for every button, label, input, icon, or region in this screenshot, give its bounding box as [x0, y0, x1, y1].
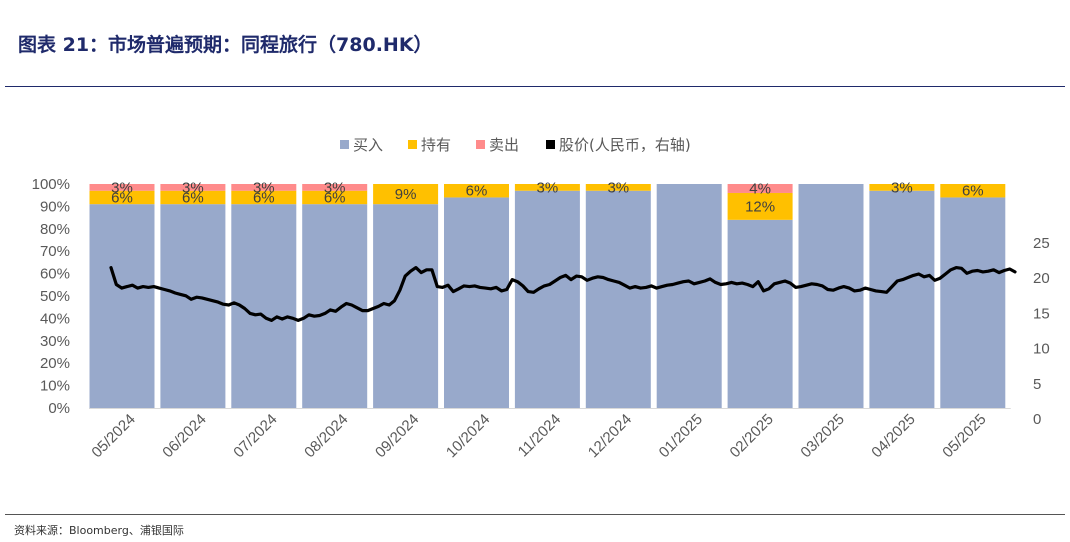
data-label: 6%	[962, 183, 984, 200]
bar-segment	[302, 190, 368, 205]
bar-segment	[656, 184, 722, 408]
legend-swatch	[476, 140, 485, 149]
data-label: 3%	[891, 179, 913, 196]
bar-segment	[798, 184, 864, 408]
x-tick-label: 03/2025	[797, 411, 847, 461]
bar-segment	[160, 190, 226, 205]
price-line-layer	[109, 266, 1017, 322]
x-tick-label: 06/2024	[159, 411, 209, 461]
data-label: 3%	[537, 179, 559, 196]
data-label: 3%	[253, 179, 275, 196]
chart-legend: 买入 持有 卖出 股价(人民币，右轴)	[340, 136, 691, 154]
x-tick-label: 05/2024	[88, 411, 138, 461]
y-left-tick-label: 0%	[48, 400, 70, 417]
bar-segment	[727, 192, 793, 220]
bar-segment	[302, 204, 368, 408]
bar-segment	[89, 190, 155, 205]
y-right-tick-label: 15	[1033, 305, 1050, 322]
x-tick-label: 12/2024	[585, 411, 635, 461]
data-label: 6%	[324, 189, 346, 206]
y-left-tick-label: 60%	[40, 266, 70, 283]
bar-segment	[444, 197, 509, 408]
data-label: 6%	[466, 183, 488, 200]
bar-segment	[585, 184, 651, 191]
y-left-tick-label: 100%	[32, 176, 70, 193]
x-axis: 05/2024 06/2024 07/2024 08/2024 09/2024 10/20…	[88, 408, 1011, 461]
data-labels: 3%6%3%6%3%6%3%6% 9% 6% 3% 3% 4%12%3% 6%	[111, 179, 983, 215]
y-left-tick-label: 80%	[40, 221, 70, 238]
legend-label: 买入	[353, 136, 383, 154]
legend-swatch	[340, 140, 349, 149]
y-right-tick-label: 25	[1033, 235, 1050, 252]
bar-segment	[89, 204, 155, 408]
bar-segment	[444, 184, 509, 198]
bar-segment	[940, 197, 1006, 408]
x-tick-label: 08/2024	[301, 411, 351, 461]
y-left-tick-label: 70%	[40, 243, 70, 260]
x-tick-label: 01/2025	[656, 411, 706, 461]
data-label: 6%	[111, 189, 133, 206]
data-label: 3%	[182, 179, 204, 196]
data-label: 9%	[395, 186, 417, 203]
x-tick-label: 11/2024	[515, 411, 565, 461]
y-right-tick-label: 5	[1033, 376, 1041, 393]
bar-segment	[869, 190, 935, 408]
price-line	[109, 266, 1017, 322]
bar-segment	[302, 184, 368, 191]
legend-swatch	[408, 140, 417, 149]
footer-rule	[5, 514, 1065, 515]
x-tick-label: 07/2024	[230, 411, 280, 461]
bar-segment	[514, 190, 580, 408]
data-label: 3%	[607, 179, 629, 196]
source-note: 资料来源：Bloomberg、浦银国际	[14, 524, 184, 537]
bar-segment	[727, 219, 793, 408]
figure-title: 图表 21：市场普遍预期：同程旅行（780.HK）	[18, 34, 433, 56]
data-label: 6%	[182, 189, 204, 206]
data-label: 3%	[111, 179, 133, 196]
y-right-tick-label: 10	[1033, 341, 1050, 358]
bar-segment	[373, 204, 439, 408]
y-left-tick-label: 10%	[40, 378, 70, 395]
legend-swatch	[546, 140, 555, 149]
y-right-tick-label: 0	[1033, 411, 1041, 428]
x-tick-label: 05/2025	[939, 411, 989, 461]
y-left-tick-label: 40%	[40, 310, 70, 327]
legend-label: 卖出	[489, 136, 519, 154]
left-axis: 0% 10% 20% 30% 40% 50% 60% 70% 80% 90% 100%	[32, 176, 70, 417]
bar-segment	[585, 190, 651, 408]
data-label: 12%	[745, 198, 775, 215]
right-axis: 0 5 10 15 20 25	[1033, 235, 1050, 428]
bar-segment	[89, 184, 155, 191]
bar-segment	[514, 184, 580, 191]
x-tick-label: 04/2025	[868, 411, 918, 461]
bar-segment	[231, 184, 297, 191]
bar-segment	[869, 184, 935, 191]
bar-segment	[160, 204, 226, 408]
y-left-tick-label: 50%	[40, 288, 70, 305]
legend-label: 持有	[421, 136, 451, 154]
y-left-tick-label: 90%	[40, 198, 70, 215]
bar-segment	[373, 184, 439, 205]
title-rule	[5, 86, 1065, 87]
bar-segment	[940, 184, 1006, 198]
x-tick-label: 09/2024	[372, 411, 422, 461]
x-tick-label: 02/2025	[727, 411, 777, 461]
bar-segment	[160, 184, 226, 191]
y-left-tick-label: 30%	[40, 333, 70, 350]
bar-segment	[727, 184, 793, 193]
y-right-tick-label: 20	[1033, 270, 1050, 287]
bar-segment	[231, 190, 297, 205]
data-label: 3%	[324, 179, 346, 196]
y-left-tick-label: 20%	[40, 355, 70, 372]
data-label: 4%	[749, 180, 771, 197]
x-tick-label: 10/2024	[443, 411, 493, 461]
data-label: 6%	[253, 189, 275, 206]
legend-label: 股价(人民币，右轴)	[559, 136, 691, 154]
stacked-bars	[89, 184, 1006, 408]
